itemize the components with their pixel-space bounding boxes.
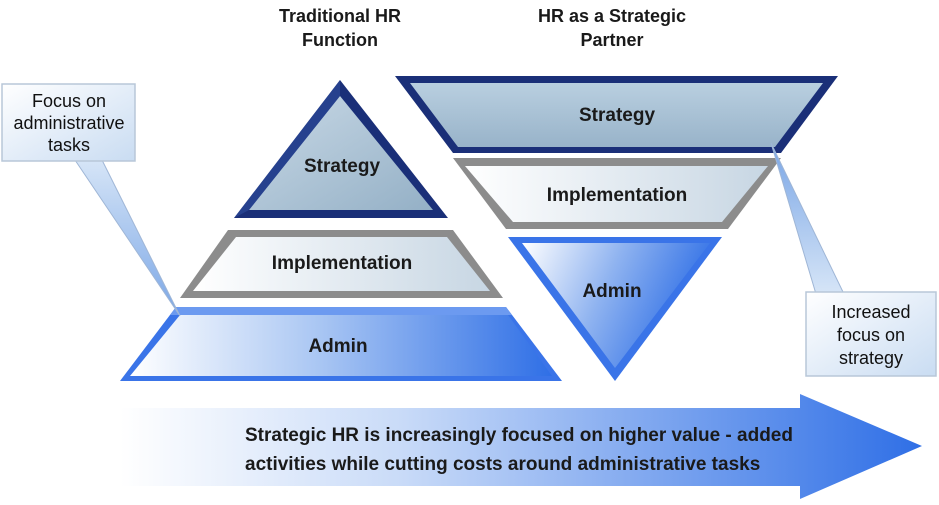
arrow-text-line1: Strategic HR is increasingly focused on … — [245, 425, 793, 446]
traditional-admin-label: Admin — [308, 336, 367, 357]
left-callout-line1: Focus on — [32, 91, 106, 111]
strategic-title-line1: HR as a Strategic — [538, 6, 686, 26]
strategic-strategy-layer — [395, 76, 838, 153]
right-callout-line2: focus on — [837, 325, 905, 345]
right-callout — [770, 142, 937, 377]
strategic-pyramid — [395, 76, 838, 381]
strategic-implementation-layer — [453, 158, 781, 229]
traditional-title-line2: Function — [302, 30, 378, 50]
left-callout — [1, 83, 181, 317]
summary-arrow — [120, 394, 922, 499]
strategic-admin-label: Admin — [582, 281, 641, 302]
traditional-title-line1: Traditional HR — [279, 6, 401, 26]
traditional-strategy-layer — [234, 80, 448, 218]
traditional-implementation-label: Implementation — [272, 253, 412, 274]
strategic-admin-layer — [508, 237, 722, 381]
strategic-implementation-label: Implementation — [547, 185, 687, 206]
traditional-strategy-label: Strategy — [304, 156, 380, 177]
arrow-text-line2: activities while cutting costs around ad… — [245, 454, 760, 475]
traditional-implementation-layer — [180, 230, 503, 298]
right-callout-line3: strategy — [839, 348, 903, 368]
right-callout-line1: Increased — [831, 302, 910, 322]
strategic-strategy-label: Strategy — [579, 105, 655, 126]
traditional-pyramid — [120, 80, 562, 381]
strategic-title-line2: Partner — [580, 30, 643, 50]
traditional-admin-layer — [120, 307, 562, 381]
left-callout-line3: tasks — [48, 135, 90, 155]
left-callout-line2: administrative — [13, 113, 124, 133]
